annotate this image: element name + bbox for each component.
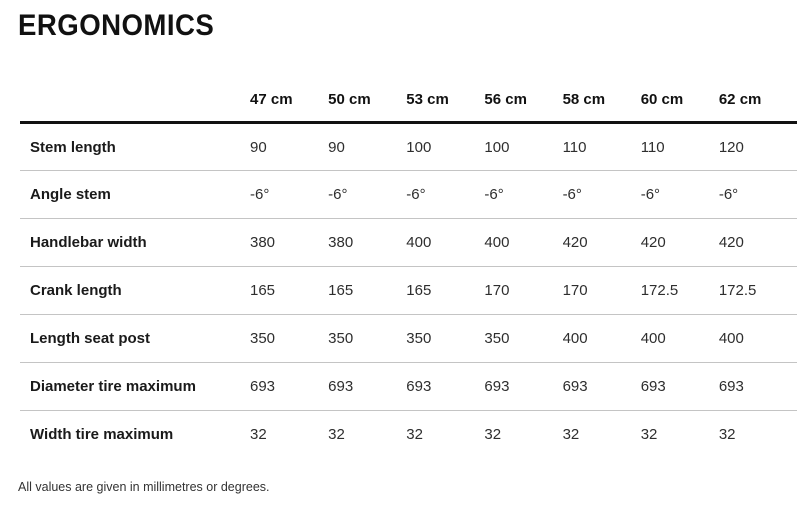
column-header-60-cm: 60 cm: [640, 78, 719, 124]
value-cell: 380: [250, 234, 276, 251]
page-title: ERGONOMICS: [18, 9, 215, 42]
value-cell: 350: [250, 330, 276, 347]
table-row: Crank length 165 165 165 170 170 172.5 172.5: [20, 267, 797, 315]
value-cell: 100: [406, 138, 432, 156]
table-body: Stem length 90 90 100 100 110 110 120 Angle stem…: [20, 123, 797, 459]
value-cell: 400: [484, 234, 510, 251]
value-cell: 693: [406, 378, 432, 395]
row-label: Length seat post: [30, 330, 151, 347]
value-cell: -6°: [640, 186, 661, 203]
value-cell: 693: [718, 378, 744, 395]
row-label: Diameter tire maximum: [30, 378, 196, 395]
row-label: Angle stem: [30, 186, 111, 203]
value-cell: 350: [484, 330, 510, 347]
ergonomics-table: 47 cm 50 cm 53 cm 56 cm 58 cm 60 cm 62 cm Stem…: [20, 78, 797, 459]
table-row: Width tire maximum 32 32 32 32 32 32 32: [20, 411, 797, 459]
value-cell: 400: [718, 330, 744, 347]
value-cell: 165: [250, 282, 276, 299]
value-cell: 350: [406, 330, 432, 347]
value-cell: 693: [328, 378, 354, 395]
value-cell: 172.5: [718, 282, 757, 299]
value-cell: 420: [640, 234, 666, 251]
value-cell: 110: [562, 138, 587, 156]
value-cell: 120: [718, 138, 744, 156]
value-cell: 32: [406, 426, 423, 444]
value-cell: -6°: [328, 186, 348, 203]
value-cell: 32: [718, 426, 736, 444]
value-cell: 693: [484, 378, 510, 395]
value-cell: 32: [250, 426, 267, 444]
table-row: Length seat post 350 350 350 350 400 400 400: [20, 315, 797, 363]
row-label: Width tire maximum: [30, 426, 174, 444]
value-cell: 90: [328, 138, 345, 156]
value-cell: 693: [250, 378, 276, 395]
value-cell: 420: [562, 234, 588, 251]
value-cell: 90: [250, 138, 267, 156]
column-header-47-cm: 47 cm: [250, 78, 329, 124]
value-cell: 165: [406, 282, 432, 299]
value-cell: 693: [640, 378, 666, 395]
table-row: Handlebar width 380 380 400 400 420 420 420: [20, 219, 797, 267]
footnote: All values are given in millimetres or d…: [18, 479, 270, 494]
value-cell: -6°: [406, 186, 426, 203]
value-cell: 400: [640, 330, 666, 347]
value-cell: 165: [328, 282, 354, 299]
value-cell: 110: [640, 138, 665, 156]
header-row: 47 cm 50 cm 53 cm 56 cm 58 cm 60 cm 62 cm: [20, 78, 797, 124]
value-cell: 170: [484, 282, 510, 299]
row-label: Crank length: [30, 282, 122, 299]
row-label: Stem length: [30, 138, 116, 156]
column-header-50-cm: 50 cm: [328, 78, 407, 124]
value-cell: -6°: [250, 186, 270, 203]
value-cell: 170: [562, 282, 588, 299]
value-cell: 172.5: [640, 282, 679, 299]
value-cell: 32: [640, 426, 658, 444]
value-cell: 693: [562, 378, 588, 395]
corner-cell: [20, 78, 250, 124]
value-cell: 100: [484, 138, 510, 156]
value-cell: -6°: [718, 186, 739, 203]
value-cell: 350: [328, 330, 354, 347]
table-row: Stem length 90 90 100 100 110 110 120: [20, 123, 797, 171]
table-row: Angle stem -6° -6° -6° -6° -6° -6° -6°: [20, 171, 797, 219]
value-cell: 32: [484, 426, 502, 444]
row-label: Handlebar width: [30, 234, 147, 251]
value-cell: 400: [406, 234, 432, 251]
value-cell: -6°: [562, 186, 582, 203]
value-cell: 400: [562, 330, 588, 347]
value-cell: 380: [328, 234, 354, 251]
value-cell: 32: [562, 426, 580, 444]
value-cell: -6°: [484, 186, 504, 203]
value-cell: 32: [328, 426, 345, 444]
table-row: Diameter tire maximum 693 693 693 693 693 693 6…: [20, 363, 797, 411]
column-header-53-cm: 53 cm: [406, 78, 485, 124]
column-header-62-cm: 62 cm: [718, 78, 797, 124]
value-cell: 420: [718, 234, 744, 251]
column-header-56-cm: 56 cm: [484, 78, 563, 124]
column-header-58-cm: 58 cm: [562, 78, 641, 124]
